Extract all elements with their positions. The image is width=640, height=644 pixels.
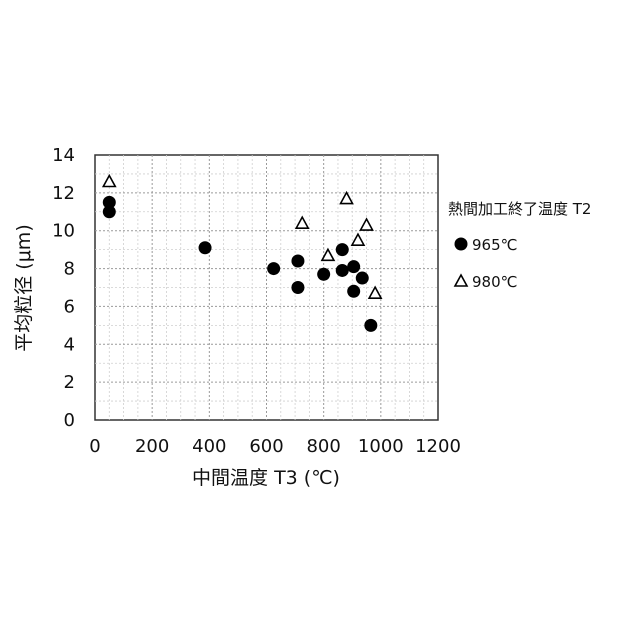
y-tick-label: 10: [52, 221, 75, 242]
data-point-965: [347, 285, 360, 298]
y-tick-label: 14: [52, 145, 75, 166]
y-tick-label: 2: [64, 372, 75, 393]
y-tick-label: 8: [64, 259, 75, 280]
data-point-965: [347, 260, 360, 273]
x-tick-label: 0: [89, 436, 100, 457]
data-point-965: [356, 272, 369, 285]
y-tick-label: 0: [64, 410, 75, 431]
y-tick-label: 12: [52, 183, 75, 204]
x-tick-label: 1000: [358, 436, 404, 457]
legend-label-980: 980℃: [472, 273, 517, 291]
data-point-965: [103, 205, 116, 218]
data-point-965: [291, 255, 304, 268]
legend-label-965: 965℃: [472, 236, 517, 254]
x-tick-label: 400: [192, 436, 226, 457]
x-tick-label: 800: [306, 436, 340, 457]
data-point-965: [291, 281, 304, 294]
y-axis-label: 平均粒径 (μm): [13, 224, 35, 351]
legend-marker-980: [455, 275, 467, 286]
data-point-965: [267, 262, 280, 275]
x-tick-label: 600: [249, 436, 283, 457]
x-tick-labels: 0 200 400 600 800 1000 1200: [89, 436, 461, 457]
x-tick-label: 1200: [415, 436, 461, 457]
y-tick-label: 6: [64, 296, 75, 317]
y-tick-labels: 0 2 4 6 8 10 12 14: [52, 145, 75, 431]
legend-marker-965: [455, 238, 468, 251]
data-point-965: [336, 243, 349, 256]
data-point-965: [199, 241, 212, 254]
y-tick-label: 4: [64, 334, 75, 355]
data-point-965: [317, 268, 330, 281]
x-tick-label: 200: [135, 436, 169, 457]
data-point-965: [364, 319, 377, 332]
data-point-965: [336, 264, 349, 277]
x-axis-label: 中間温度 T3 (℃): [192, 467, 340, 489]
legend: 熱間加工終了温度 T2 965℃ 980℃: [448, 200, 591, 291]
legend-title: 熱間加工終了温度 T2: [448, 200, 591, 218]
